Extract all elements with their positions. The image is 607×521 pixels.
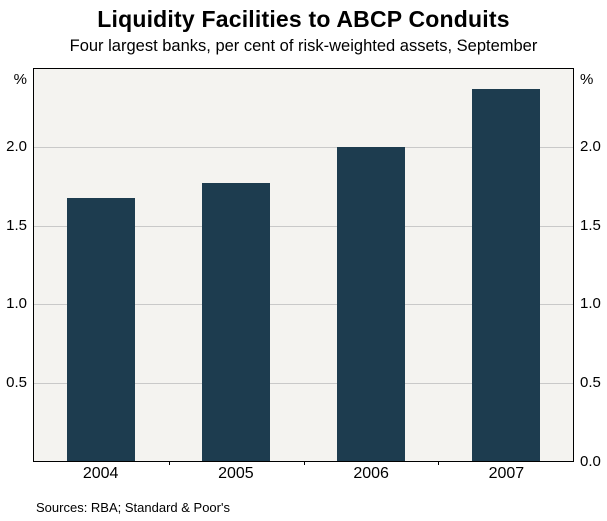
bar-2005: [202, 183, 271, 461]
y-tick-label: 1.5: [580, 216, 601, 234]
gridline: [34, 382, 573, 384]
y-tick-label: 0.5: [6, 374, 27, 392]
y-tick-label: 0.5: [580, 374, 601, 392]
x-axis-label: 2004: [82, 465, 119, 482]
bar-2004: [67, 197, 136, 461]
x-axis-label: 2005: [218, 465, 254, 482]
x-axis-tick: [303, 461, 305, 465]
y-tick-label: 2.0: [6, 137, 27, 155]
bar-2006: [336, 147, 405, 461]
y-axis-left: % 2.0 1.5 1.0 0.5: [0, 68, 33, 462]
plot-area: [33, 68, 574, 465]
chart-title: Liquidity Facilities to ABCP Conduits: [97, 6, 510, 32]
y-tick-label: 1.0: [6, 295, 27, 313]
percent-symbol-right: %: [580, 71, 594, 88]
percent-symbol-left: %: [13, 71, 27, 88]
x-axis-label: 2006: [353, 465, 389, 482]
y-axis-right: % 2.0 1.5 1.0 0.5 0.0: [574, 68, 607, 470]
bar-2007: [471, 89, 540, 461]
x-axis-label: 2007: [488, 465, 525, 482]
gridline: [34, 147, 573, 149]
source-note: Sources: RBA; Standard & Poor's: [36, 500, 230, 515]
chart-subtitle: Four largest banks, per cent of risk-wei…: [69, 37, 538, 55]
y-tick-label: 1.0: [580, 295, 601, 313]
gridline: [34, 304, 573, 306]
y-tick-label: 0.0: [580, 453, 601, 470]
y-tick-label: 2.0: [580, 137, 601, 155]
gridline: [34, 225, 573, 227]
x-axis-tick: [168, 461, 170, 465]
y-tick-label: 1.5: [6, 216, 27, 234]
x-axis: 2004 2005 2006 2007: [33, 465, 574, 487]
x-axis-tick: [438, 461, 440, 465]
